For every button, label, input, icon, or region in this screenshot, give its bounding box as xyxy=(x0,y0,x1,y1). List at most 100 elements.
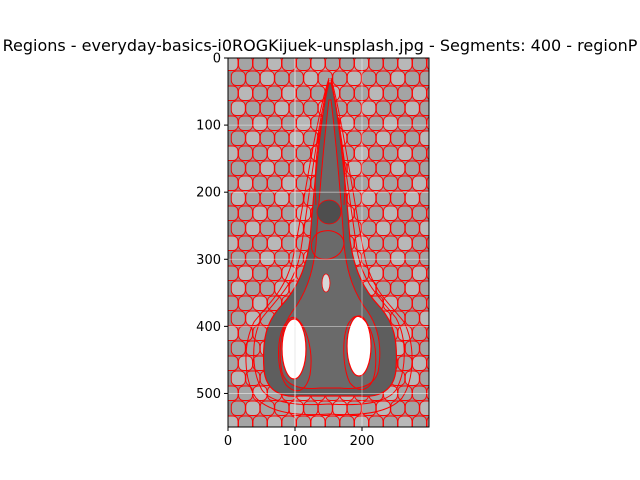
y-tick-label: 0 xyxy=(213,52,221,67)
segment-cell xyxy=(252,85,268,101)
boundary-contour xyxy=(245,77,413,416)
segment-cell xyxy=(390,310,406,326)
segment-cell xyxy=(375,250,391,266)
segment-cell xyxy=(368,235,384,251)
segment-cell xyxy=(375,70,391,86)
segment-cell xyxy=(412,205,427,221)
segment-cell xyxy=(383,115,398,131)
segment-cell xyxy=(296,58,311,71)
segment-cell xyxy=(267,115,282,131)
segment-cell xyxy=(259,250,275,266)
segment-cell xyxy=(404,280,420,296)
segment-cell xyxy=(238,205,253,221)
segment-cell xyxy=(296,205,311,221)
segment-cell xyxy=(267,415,282,427)
segment-cell xyxy=(303,400,319,416)
segment-cell xyxy=(228,205,239,221)
segment-cell xyxy=(368,85,384,101)
segment-cell xyxy=(412,115,427,131)
x-tick-label: 0 xyxy=(224,434,232,449)
segment-cell xyxy=(230,190,246,206)
segment-cell xyxy=(228,325,239,341)
segment-cell xyxy=(397,415,413,427)
segment-cell xyxy=(434,191,448,206)
segment-cell xyxy=(390,100,406,116)
segment-cell xyxy=(368,205,384,221)
segment-cell xyxy=(245,130,261,146)
segment-cell xyxy=(281,115,297,131)
segment-cell xyxy=(310,58,326,71)
segment-cell xyxy=(228,265,239,281)
segmentation-image xyxy=(228,58,448,446)
segment-cell xyxy=(245,310,261,326)
segment-cell xyxy=(383,415,398,427)
y-tick-label: 200 xyxy=(196,186,221,201)
segment-cell xyxy=(288,100,304,116)
segment-cell xyxy=(252,265,268,281)
segment-cell xyxy=(361,100,377,116)
segment-cell xyxy=(354,205,369,221)
segment-cell xyxy=(412,265,427,281)
segment-cell xyxy=(419,70,429,86)
segment-cell xyxy=(419,220,429,236)
x-tick-label: 100 xyxy=(283,434,308,449)
segment-cell xyxy=(419,190,429,206)
segment-cell xyxy=(434,131,448,146)
segment-cell xyxy=(317,400,333,416)
segment-cell xyxy=(288,190,304,206)
segment-cell xyxy=(434,431,448,446)
segment-cell xyxy=(238,235,253,251)
y-axis-ticks: 0 100 200 300 400 500 xyxy=(196,52,228,402)
segment-cell xyxy=(383,145,398,161)
segment-cell xyxy=(390,400,406,416)
segment-cell xyxy=(267,205,282,221)
segment-cell xyxy=(375,100,391,116)
segment-cell xyxy=(397,58,413,71)
segment-cell xyxy=(354,175,369,191)
segment-cell xyxy=(332,400,348,416)
segment-cell xyxy=(434,251,448,266)
segment-cell xyxy=(419,250,429,266)
segment-cell xyxy=(252,115,268,131)
segment-cell xyxy=(368,415,384,427)
segment-cell xyxy=(274,250,290,266)
segment-cell xyxy=(404,100,420,116)
segment-cell xyxy=(383,265,398,281)
segment-cell xyxy=(375,160,391,176)
segment-cell xyxy=(434,311,448,326)
segment-cell xyxy=(230,70,246,86)
segment-cell xyxy=(397,355,413,371)
segment-cell xyxy=(419,370,429,386)
segment-cell xyxy=(404,250,420,266)
segment-cell xyxy=(281,205,297,221)
x-axis-ticks: 0 100 200 xyxy=(224,427,374,449)
segment-cell xyxy=(375,130,391,146)
left-highlight-region xyxy=(281,318,307,380)
segment-cell xyxy=(419,160,429,176)
segment-cell xyxy=(230,100,246,116)
segment-cell xyxy=(434,161,448,176)
segment-cell xyxy=(259,100,275,116)
segment-cell xyxy=(310,415,326,427)
segment-cell xyxy=(346,100,362,116)
segment-cell xyxy=(368,58,384,71)
segment-cell xyxy=(339,415,355,427)
boundary-contour xyxy=(311,230,345,260)
axes-frame xyxy=(227,57,430,428)
segment-cell xyxy=(259,280,275,296)
dark-spot-region xyxy=(316,199,342,225)
segment-cell xyxy=(230,280,246,296)
segment-cell xyxy=(281,175,297,191)
segment-cell xyxy=(267,175,282,191)
segment-cell xyxy=(354,85,369,101)
segment-cell xyxy=(419,400,429,416)
segment-cell xyxy=(412,175,427,191)
segment-cell xyxy=(274,220,290,236)
segment-cell xyxy=(230,400,246,416)
segment-cell xyxy=(303,100,319,116)
segment-cell xyxy=(354,235,369,251)
segment-cell xyxy=(238,85,253,101)
segment-cell xyxy=(375,400,391,416)
chart-title: Regions - everyday-basics-i0ROGKijuek-un… xyxy=(3,36,638,55)
